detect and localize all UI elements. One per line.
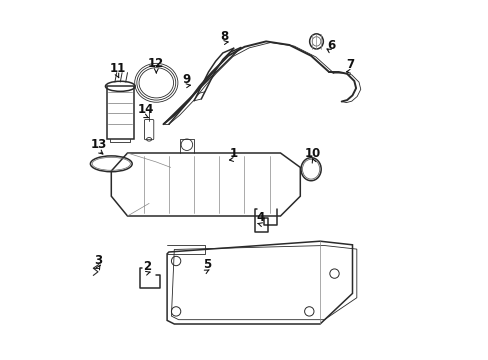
Text: 14: 14 [137,103,153,116]
Text: 9: 9 [183,73,191,86]
Text: 1: 1 [229,147,237,159]
Text: 11: 11 [109,62,125,75]
Text: 6: 6 [326,39,334,51]
Text: 8: 8 [220,30,228,42]
Text: 2: 2 [143,260,151,273]
Text: 5: 5 [202,258,210,271]
Text: 10: 10 [304,147,320,159]
Text: 7: 7 [346,58,354,71]
Text: 3: 3 [95,255,102,267]
Text: 4: 4 [256,211,264,224]
Text: 12: 12 [148,57,164,69]
Text: 13: 13 [90,138,106,150]
